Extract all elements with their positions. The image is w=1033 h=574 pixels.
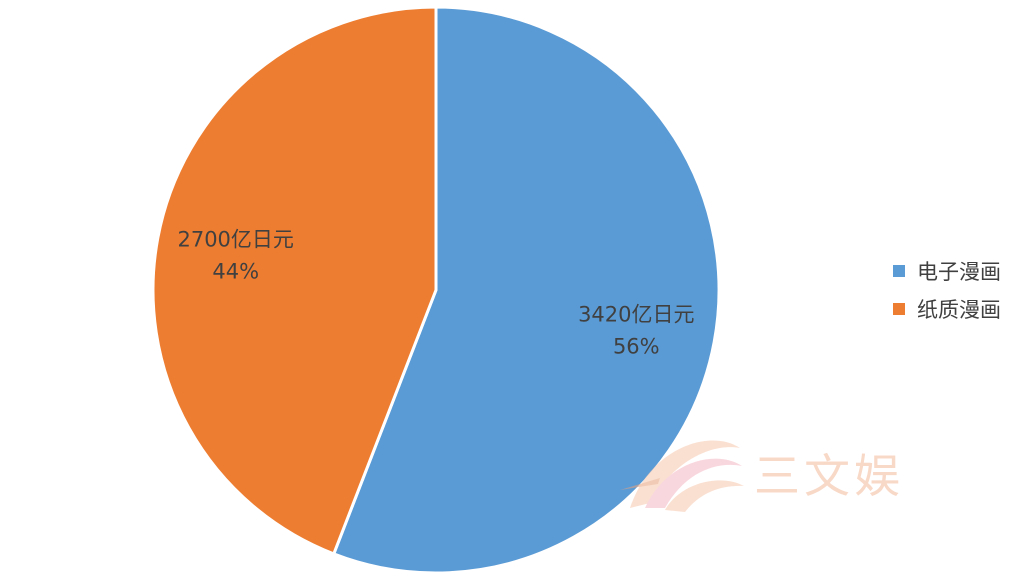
legend: 电子漫画 纸质漫画 [893, 256, 1001, 324]
watermark-logo-icon [620, 440, 744, 512]
data-label-value-paper: 2700亿日元 [177, 228, 293, 252]
pie-data-labels: 3420亿日元 56% 2700亿日元 44% [177, 228, 694, 359]
legend-swatch-paper [893, 303, 905, 315]
legend-item-electronic: 电子漫画 [893, 256, 1001, 286]
data-label-value-electronic: 3420亿日元 [578, 302, 694, 326]
pie-slices [151, 5, 721, 574]
data-label-percent-electronic: 56% [613, 334, 660, 358]
pie-slice-electronic [331, 5, 721, 574]
legend-item-paper: 纸质漫画 [893, 294, 1001, 324]
watermark: 三文娱 [620, 425, 950, 520]
watermark-text: 三文娱 [754, 448, 904, 503]
pie-slice-paper [151, 5, 438, 556]
legend-swatch-electronic [893, 265, 905, 277]
legend-label-electronic: 电子漫画 [917, 260, 1001, 284]
legend-label-paper: 纸质漫画 [917, 298, 1001, 322]
data-label-percent-paper: 44% [212, 260, 259, 284]
